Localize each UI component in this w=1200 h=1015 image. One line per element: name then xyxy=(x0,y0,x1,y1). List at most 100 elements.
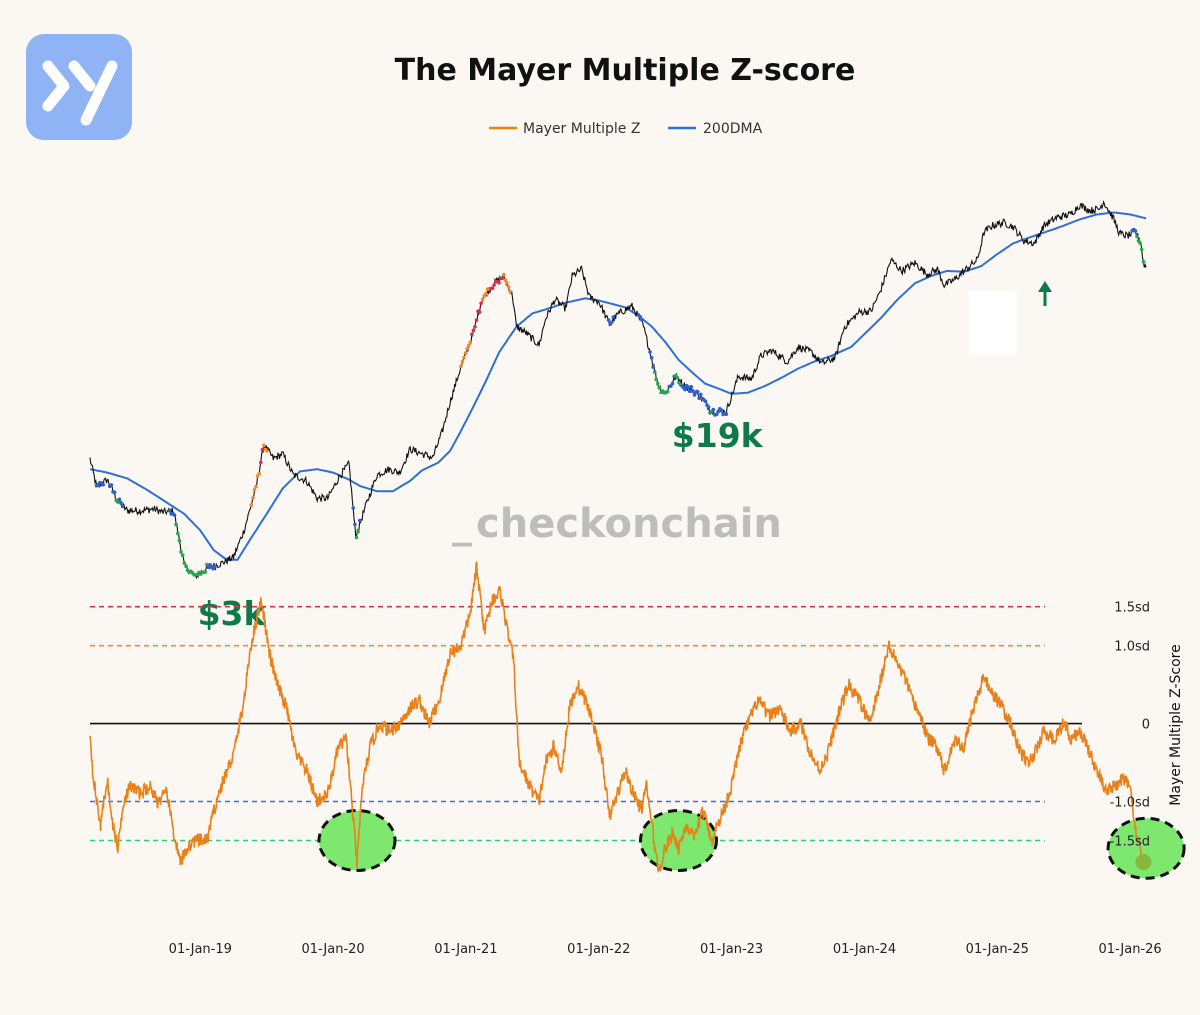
x-tick-6: 01-Jan-25 xyxy=(966,942,1029,957)
price-marker xyxy=(112,490,117,495)
price-marker xyxy=(651,365,655,369)
price-marker xyxy=(180,553,185,558)
price-marker xyxy=(688,389,692,394)
price-marker xyxy=(460,359,465,364)
price-marker xyxy=(480,297,485,302)
price-marker xyxy=(167,508,172,513)
price-marker xyxy=(716,410,720,414)
price-marker xyxy=(657,386,662,390)
legend-label-mayer: Mayer Multiple Z xyxy=(523,121,640,137)
price-marker xyxy=(1138,241,1142,245)
zscore-end-marker xyxy=(1135,854,1152,870)
price-marker xyxy=(119,500,123,505)
price-marker xyxy=(120,504,125,509)
price-marker xyxy=(257,471,262,476)
price-marker xyxy=(358,518,362,523)
y-tick-3: -1.0sd xyxy=(1110,796,1150,811)
x-tick-3: 01-Jan-22 xyxy=(567,942,630,957)
price-marker xyxy=(356,530,360,534)
price-marker xyxy=(606,318,611,322)
price-marker xyxy=(500,276,505,281)
price-marker xyxy=(172,513,177,517)
price-marker xyxy=(670,381,675,386)
highlight-ellipse-2 xyxy=(1106,816,1186,880)
y-tick-4: -1.5sd xyxy=(1110,835,1150,850)
price-markers xyxy=(94,227,1146,577)
chart-title: The Mayer Multiple Z-score xyxy=(395,53,856,88)
price-marker xyxy=(477,310,482,314)
price-panel: $3k$19k xyxy=(89,199,1147,633)
price-marker xyxy=(505,281,509,285)
up-arrow-icon xyxy=(1038,281,1052,306)
price-marker xyxy=(654,377,658,382)
price-marker xyxy=(497,280,501,285)
price-marker xyxy=(506,285,511,289)
watermark: _ checkonchain xyxy=(452,501,782,547)
x-tick-1: 01-Jan-20 xyxy=(301,942,364,957)
watermark-text: checkonchain xyxy=(476,501,782,547)
price-marker xyxy=(640,318,644,322)
price-marker xyxy=(184,564,188,569)
price-marker xyxy=(265,449,269,453)
price-marker xyxy=(254,484,258,489)
x-tick-4: 01-Jan-23 xyxy=(700,942,763,957)
price-marker xyxy=(719,408,724,412)
price-marker xyxy=(1133,229,1138,233)
x-axis-ticks: 01-Jan-19 01-Jan-20 01-Jan-21 01-Jan-22 01-J… xyxy=(169,942,1162,957)
price-marker xyxy=(179,550,183,554)
price-marker xyxy=(203,570,208,574)
price-marker xyxy=(182,561,187,565)
price-marker xyxy=(706,405,711,409)
legend-label-dma: 200DMA xyxy=(703,121,763,137)
highlight-ellipse-1 xyxy=(639,809,718,872)
price-marker xyxy=(724,412,729,417)
price-marker xyxy=(714,412,719,417)
price-marker xyxy=(353,522,357,527)
price-marker xyxy=(508,289,512,294)
highlight-ellipse-0 xyxy=(317,809,397,872)
logo xyxy=(26,34,132,140)
price-marker xyxy=(695,389,700,394)
dma-line xyxy=(89,211,1147,561)
price-marker xyxy=(470,332,474,337)
price-marker xyxy=(262,443,266,448)
price-marker xyxy=(205,562,209,567)
price-marker xyxy=(109,483,114,487)
price-marker xyxy=(503,278,508,282)
zscore-y-axis-label: Mayer Multiple Z-Score xyxy=(1168,644,1184,805)
price-marker xyxy=(117,497,122,502)
price-marker xyxy=(459,364,463,369)
price-marker xyxy=(1135,234,1139,239)
price-marker xyxy=(479,301,483,306)
price-marker xyxy=(468,340,473,345)
price-marker xyxy=(699,392,703,397)
price-marker xyxy=(652,370,657,374)
price-marker xyxy=(176,531,180,536)
price-marker xyxy=(638,315,642,319)
price-marker xyxy=(251,496,255,500)
price-marker xyxy=(656,381,660,386)
price-line xyxy=(89,199,1147,579)
price-marker xyxy=(354,535,359,540)
price-marker xyxy=(259,460,263,465)
price-marker xyxy=(609,320,614,325)
price-marker xyxy=(465,347,469,351)
price-marker xyxy=(473,325,477,329)
x-tick-2: 01-Jan-21 xyxy=(434,942,497,957)
price-marker xyxy=(686,385,691,390)
price-marker xyxy=(502,272,506,277)
price-marker xyxy=(691,389,695,393)
price-marker xyxy=(683,387,687,392)
logo-glyph xyxy=(42,60,118,126)
price-marker xyxy=(703,399,708,404)
price-marker xyxy=(351,506,356,510)
zscore-line xyxy=(89,561,1145,873)
price-marker xyxy=(260,447,265,452)
price-marker xyxy=(471,328,476,333)
y-tick-1: 1.0sd xyxy=(1114,640,1150,655)
zscore-panel: 1.5sd 1.0sd 0 -1.0sd -1.5sd Mayer Multiple Z… xyxy=(89,561,1186,880)
annotation-1: $19k xyxy=(672,416,764,455)
zscore-levels xyxy=(90,605,1082,842)
y-tick-0: 1.5sd xyxy=(1114,601,1150,616)
